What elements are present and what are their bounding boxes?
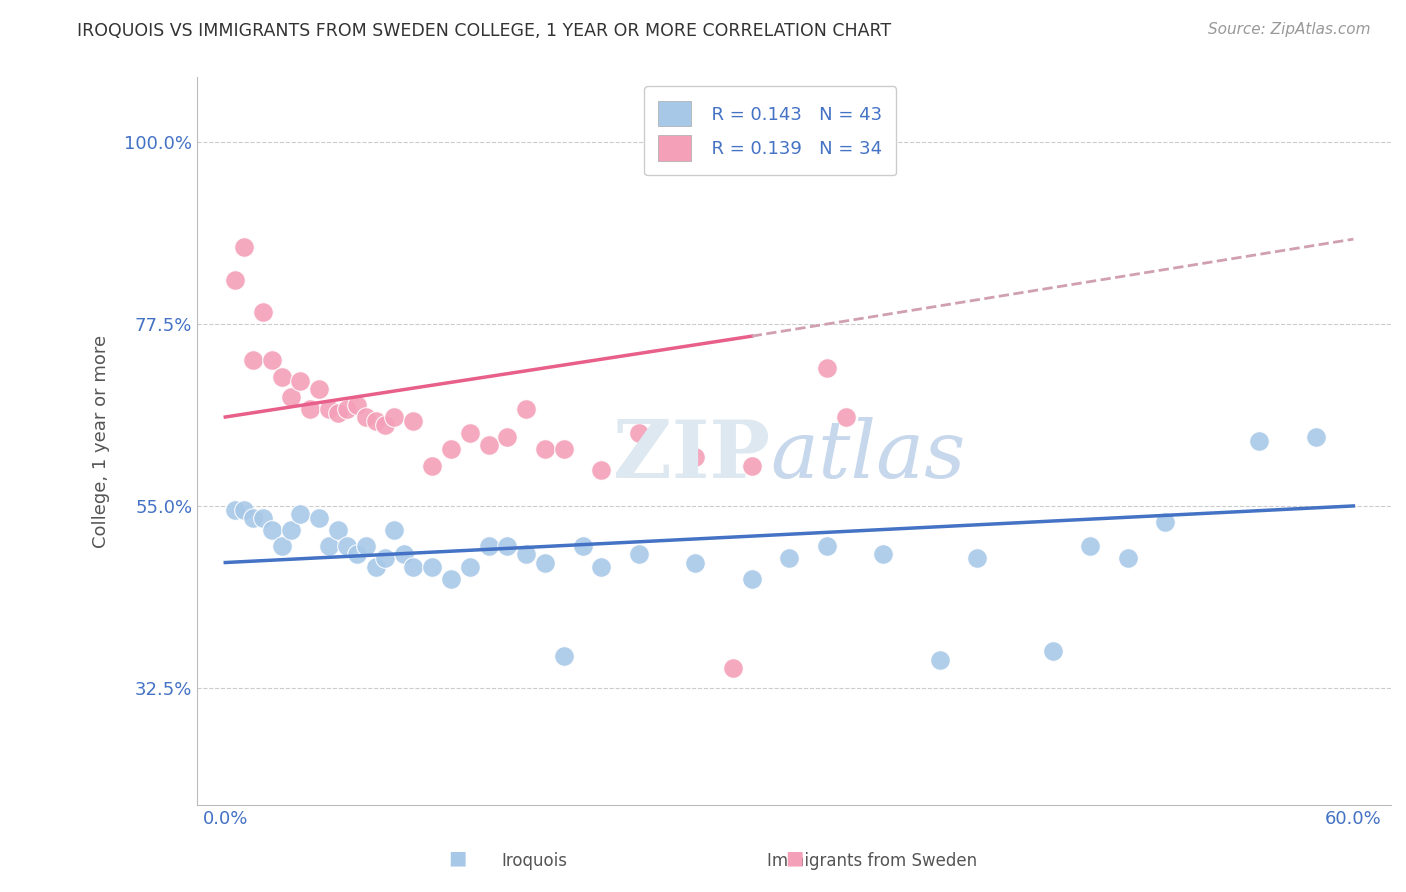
Point [1116,551,1139,566]
Point [318,401,340,416]
Point [458,559,481,574]
Point [553,648,575,663]
Point [402,559,425,574]
Point [721,660,744,674]
Point [280,523,302,537]
Point [392,548,415,562]
Point [336,401,359,416]
Point [346,548,368,562]
Point [326,523,349,537]
Text: ZIP: ZIP [613,417,770,495]
Point [262,353,284,368]
Point [477,540,499,554]
Legend:   R = 0.143   N = 43,   R = 0.139   N = 34: R = 0.143 N = 43, R = 0.139 N = 34 [644,87,897,176]
Point [1154,515,1177,529]
Point [591,462,613,476]
Point [384,409,406,424]
Point [242,511,264,525]
Point [364,559,387,574]
Point [815,361,838,376]
Text: Iroquois: Iroquois [502,852,567,870]
Point [741,572,763,586]
Point [496,540,519,554]
Point [346,398,368,412]
Point [270,369,292,384]
Point [966,551,988,566]
Point [374,551,396,566]
Point [420,458,443,473]
Point [308,382,330,396]
Point [1078,540,1101,554]
Point [262,523,284,537]
Point [364,414,387,428]
Point [402,414,425,428]
Point [233,503,256,517]
Text: ■: ■ [447,848,467,867]
Point [356,409,378,424]
Point [496,430,519,444]
Point [1305,430,1327,444]
Point [242,353,264,368]
Text: IROQUOIS VS IMMIGRANTS FROM SWEDEN COLLEGE, 1 YEAR OR MORE CORRELATION CHART: IROQUOIS VS IMMIGRANTS FROM SWEDEN COLLE… [77,22,891,40]
Point [515,548,537,562]
Point [1042,644,1064,658]
Text: atlas: atlas [770,417,966,494]
Point [270,540,292,554]
Point [224,503,246,517]
Point [290,507,312,521]
Text: Immigrants from Sweden: Immigrants from Sweden [766,852,977,870]
Point [252,305,274,319]
Point [308,511,330,525]
Point [252,511,274,525]
Point [815,540,838,554]
Point [356,540,378,554]
Point [627,426,650,441]
Text: Source: ZipAtlas.com: Source: ZipAtlas.com [1208,22,1371,37]
Point [318,540,340,554]
Point [384,523,406,537]
Y-axis label: College, 1 year or more: College, 1 year or more [93,334,110,548]
Point [477,438,499,452]
Point [374,418,396,433]
Point [534,556,557,570]
Point [515,401,537,416]
Point [591,559,613,574]
Point [685,450,707,465]
Point [420,559,443,574]
Point [336,540,359,554]
Point [458,426,481,441]
Point [778,551,800,566]
Point [685,556,707,570]
Point [872,548,894,562]
Point [1249,434,1271,449]
Point [224,272,246,286]
Point [571,540,593,554]
Text: ■: ■ [785,848,804,867]
Point [440,442,463,457]
Point [290,374,312,388]
Point [835,409,858,424]
Point [928,652,950,666]
Point [233,240,256,254]
Point [440,572,463,586]
Point [627,548,650,562]
Point [534,442,557,457]
Point [280,390,302,404]
Point [298,401,321,416]
Point [741,458,763,473]
Point [553,442,575,457]
Point [326,406,349,420]
